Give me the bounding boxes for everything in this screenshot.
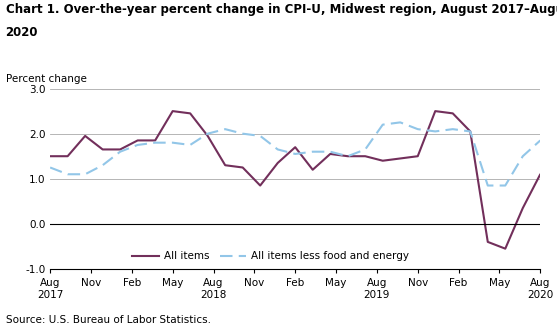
Text: Percent change: Percent change [6,74,86,84]
Text: Chart 1. Over-the-year percent change in CPI-U, Midwest region, August 2017–Augu: Chart 1. Over-the-year percent change in… [6,3,557,16]
Text: 2020: 2020 [6,26,38,39]
Text: Source: U.S. Bureau of Labor Statistics.: Source: U.S. Bureau of Labor Statistics. [6,315,211,325]
Legend: All items, All items less food and energy: All items, All items less food and energ… [128,247,413,266]
